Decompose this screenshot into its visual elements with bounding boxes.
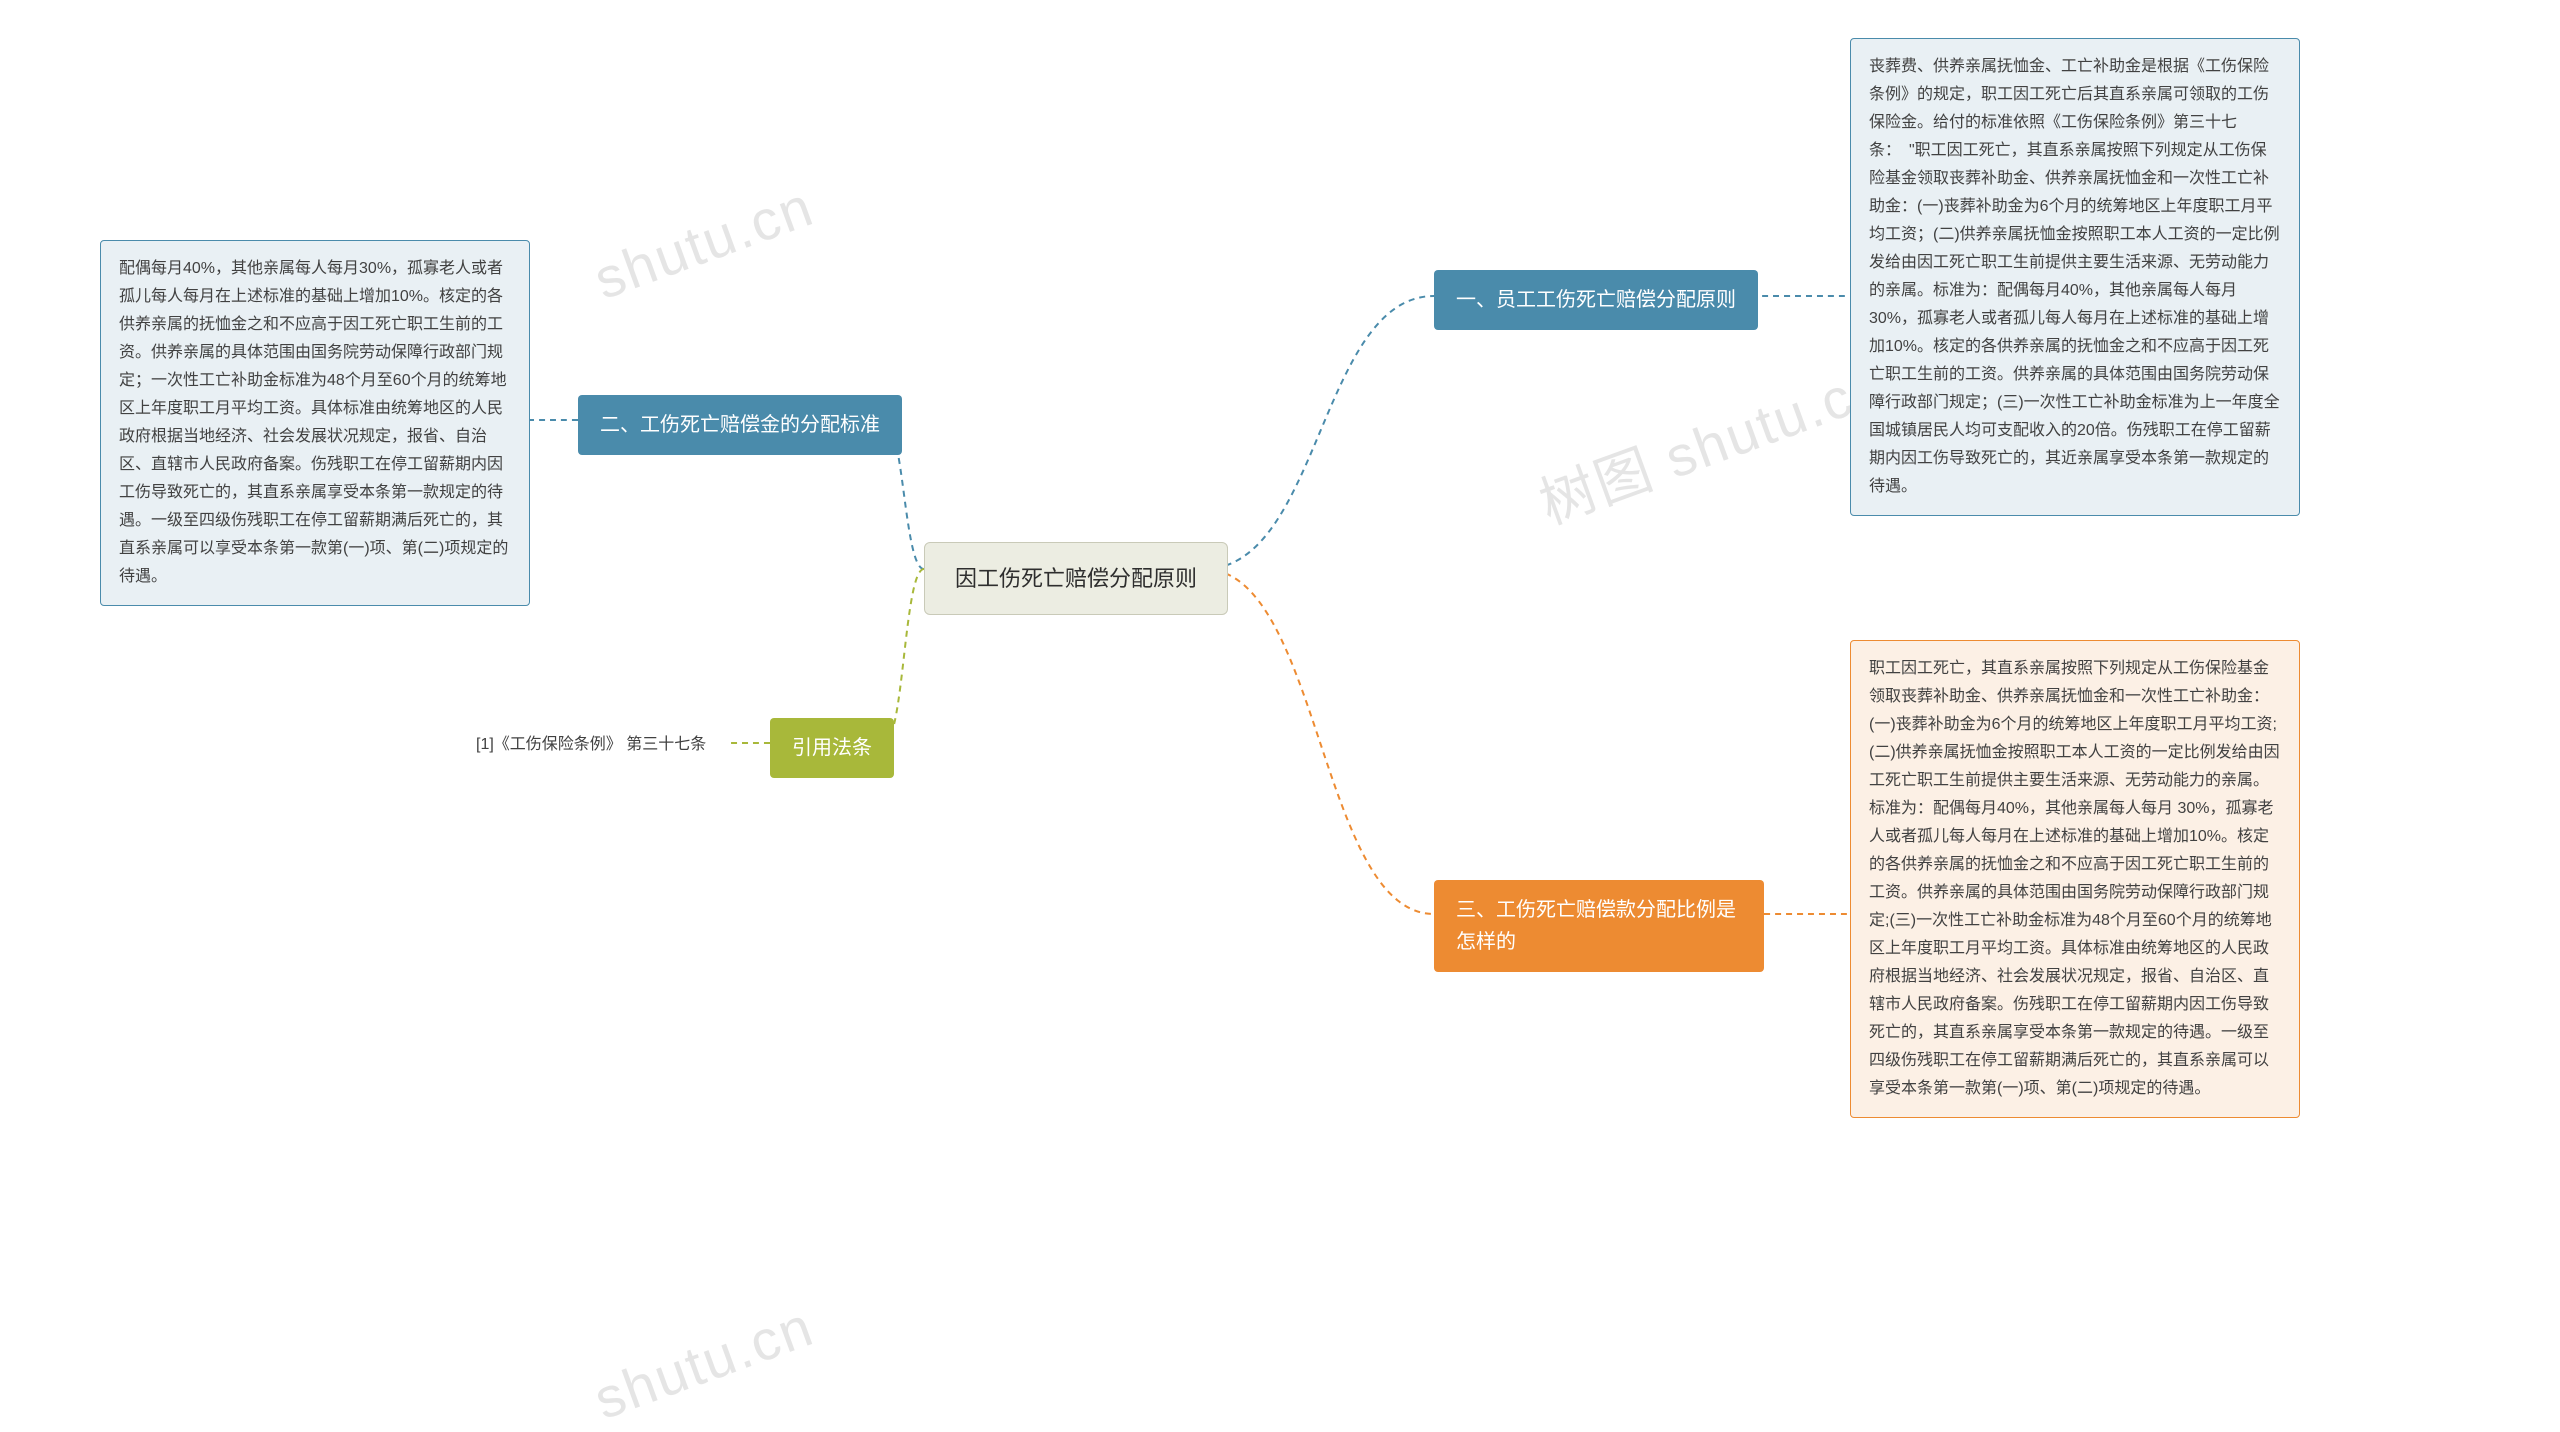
branch-node-3[interactable]: 三、工伤死亡赔偿款分配比例是怎样的 bbox=[1434, 880, 1764, 972]
watermark: 树图 shutu.cn bbox=[1527, 341, 1894, 541]
branch-node-2[interactable]: 二、工伤死亡赔偿金的分配标准 bbox=[578, 395, 902, 455]
branch-node-1[interactable]: 一、员工工伤死亡赔偿分配原则 bbox=[1434, 270, 1758, 330]
watermark: shutu.cn bbox=[586, 173, 822, 312]
root-node[interactable]: 因工伤死亡赔偿分配原则 bbox=[924, 542, 1228, 615]
watermark: shutu.cn bbox=[586, 1293, 822, 1432]
leaf-node-2: 配偶每月40%，其他亲属每人每月30%，孤寡老人或者孤儿每人每月在上述标准的基础… bbox=[100, 240, 530, 606]
leaf-node-3: 职工因工死亡，其直系亲属按照下列规定从工伤保险基金领取丧葬补助金、供养亲属抚恤金… bbox=[1850, 640, 2300, 1118]
branch-node-4[interactable]: 引用法条 bbox=[770, 718, 894, 778]
leaf-node-1: 丧葬费、供养亲属抚恤金、工亡补助金是根据《工伤保险条例》的规定，职工因工死亡后其… bbox=[1850, 38, 2300, 516]
leaf-text-4: [1]《工伤保险条例》 第三十七条 bbox=[476, 730, 706, 754]
